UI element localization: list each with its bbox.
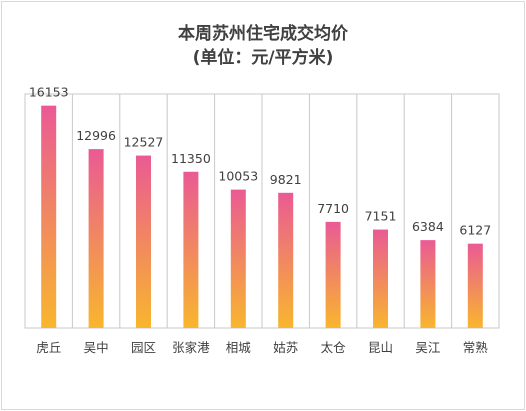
x-tick-label: 园区 xyxy=(131,340,156,355)
x-tick-label: 相城 xyxy=(226,340,252,355)
data-label: 11350 xyxy=(171,151,211,166)
x-tick-label: 昆山 xyxy=(368,340,393,355)
data-label: 6384 xyxy=(412,219,444,234)
bar xyxy=(183,171,199,328)
bar xyxy=(467,243,483,328)
bar xyxy=(278,192,294,328)
bar xyxy=(373,229,388,328)
data-label: 7151 xyxy=(365,209,397,224)
data-label: 7710 xyxy=(317,201,349,216)
bar xyxy=(41,105,57,328)
data-label: 16153 xyxy=(29,85,69,100)
chart-subtitle: (单位：元/平方米) xyxy=(192,48,334,68)
data-label: 9821 xyxy=(270,172,302,187)
data-label: 6127 xyxy=(459,223,491,238)
bar xyxy=(88,149,104,328)
bar xyxy=(325,221,341,328)
bar xyxy=(136,155,151,328)
x-tick-label: 太仓 xyxy=(321,340,347,355)
x-tick-label: 吴江 xyxy=(415,340,440,355)
x-tick-label: 吴中 xyxy=(84,340,109,355)
x-tick-label: 张家港 xyxy=(172,340,210,355)
data-label: 12996 xyxy=(76,128,116,143)
data-label: 10053 xyxy=(218,169,258,184)
data-label: 12527 xyxy=(124,135,164,150)
bar xyxy=(420,240,436,328)
bars-group xyxy=(41,105,483,328)
value-labels-group: 16153 12996 12527 11350 10053 9821 7710 7151 638… xyxy=(29,85,491,238)
category-separators xyxy=(71,94,453,328)
x-tick-label: 常熟 xyxy=(463,340,489,355)
category-labels-group: 虎丘 吴中 园区 张家港 相城 姑苏 太仓 昆山 吴江 常熟 xyxy=(36,340,488,355)
chart-title: 本周苏州住宅成交均价 xyxy=(178,24,348,44)
x-tick-label: 姑苏 xyxy=(273,340,298,355)
bar xyxy=(230,189,246,328)
x-tick-label: 虎丘 xyxy=(36,340,61,355)
